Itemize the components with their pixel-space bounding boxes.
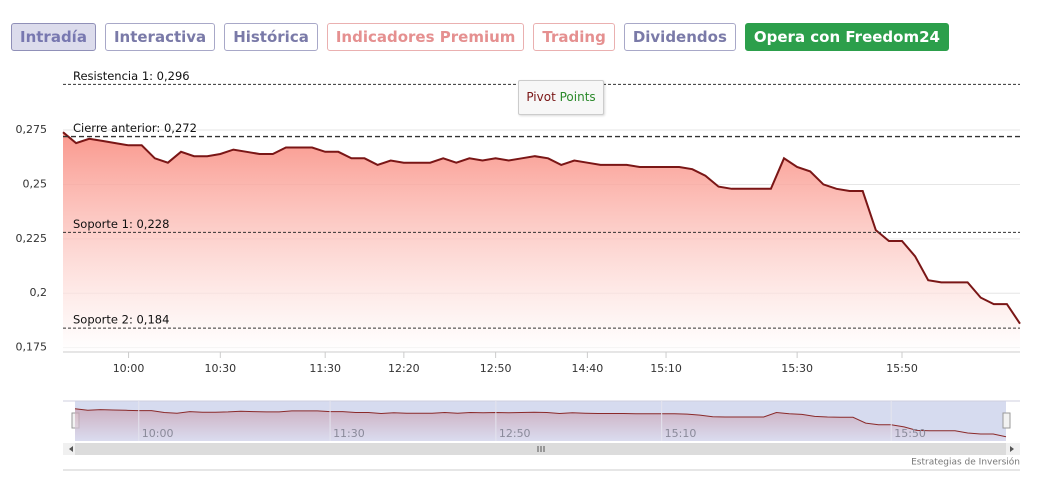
y-tick-label: 0,25 <box>23 177 48 190</box>
navigator-label: 11:30 <box>333 427 365 440</box>
x-tick-label: 15:10 <box>650 362 682 375</box>
x-tick-label: 11:30 <box>309 362 341 375</box>
credit: Estrategias de Inversión <box>911 457 1020 468</box>
tab-bar: Intradía Interactiva Histórica Indicadores … <box>11 23 949 51</box>
x-tick-label: 15:50 <box>886 362 918 375</box>
tab[interactable]: Intradía <box>11 23 96 51</box>
navigator-label: 15:50 <box>894 427 926 440</box>
tooltip-word: Points <box>559 90 596 104</box>
x-tick-label: 10:00 <box>113 362 145 375</box>
y-tick-label: 0,2 <box>30 286 48 299</box>
tab[interactable]: Histórica <box>224 23 318 51</box>
tab[interactable]: Interactiva <box>104 23 216 51</box>
x-tick-label: 12:50 <box>480 362 512 375</box>
line <box>62 131 1021 325</box>
navigator-label: 12:50 <box>499 427 531 440</box>
navigator-area <box>75 408 1006 441</box>
x-tick-label: 14:40 <box>572 362 604 375</box>
y-tick-label: 0,175 <box>16 341 48 354</box>
tooltip-word: Pivot <box>526 90 556 104</box>
pivot-label: Soporte 1: 0,228 <box>73 217 169 231</box>
navigator-label: 15:10 <box>665 427 697 440</box>
y-tick-label: 0,275 <box>16 123 48 136</box>
pivot-label: Cierre anterior: 0,272 <box>73 121 197 135</box>
pivot-label: Resistencia 1: 0,296 <box>73 69 190 83</box>
tab[interactable]: Dividendos <box>623 23 736 51</box>
navigator-handle[interactable] <box>1002 412 1011 429</box>
area <box>63 132 1020 352</box>
tooltip: Pivot Points <box>518 80 604 115</box>
scrollbar-grip <box>537 446 545 452</box>
x-tick-label: 15:30 <box>781 362 813 375</box>
tab[interactable]: Opera con Freedom24 <box>744 23 949 51</box>
navigator-label: 10:00 <box>142 427 174 440</box>
tab[interactable]: Trading <box>533 23 615 51</box>
x-tick-label: 10:30 <box>204 362 236 375</box>
y-tick-label: 0,225 <box>16 232 48 245</box>
x-tick-label: 12:20 <box>388 362 420 375</box>
tab[interactable]: Indicadores Premium <box>326 23 525 51</box>
pivot-label: Soporte 2: 0,184 <box>73 313 169 327</box>
navigator-line <box>74 408 1007 438</box>
